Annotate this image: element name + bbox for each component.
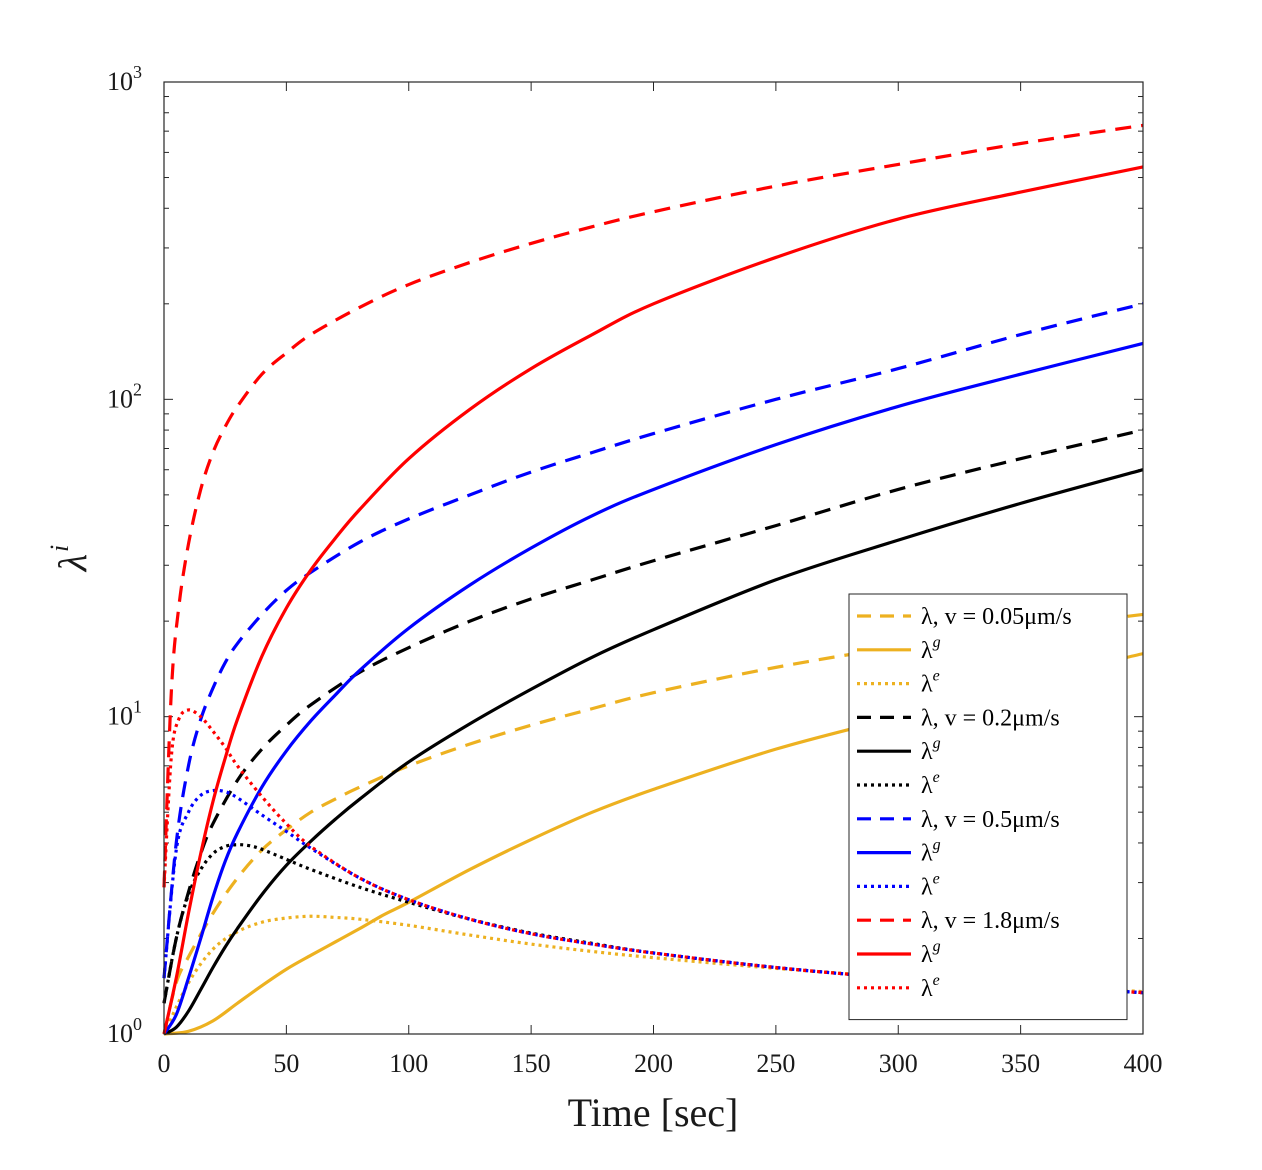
x-tick-label: 50 [273, 1049, 299, 1078]
x-tick-labels: 0 50 100 150 200 250 300 350 400 [158, 1049, 1163, 1078]
series-line-lame_005 [162, 914, 1144, 1035]
series-line-lame_18 [162, 708, 1144, 995]
legend-label-lame_05: λe [921, 870, 940, 900]
x-tick-label: 150 [512, 1049, 551, 1078]
series-line-lamg_18 [162, 165, 1144, 1035]
legend-label-lam_02: λ, v = 0.2μm/s [921, 705, 1060, 731]
y-tick-label: 103 [107, 62, 142, 96]
series-lines [162, 123, 1144, 1036]
y-tick-labels: 100 101 102 103 [107, 62, 142, 1048]
x-tick-label: 100 [389, 1049, 428, 1078]
y-axis-label-sup: i [45, 545, 74, 552]
y-tick-label: 102 [107, 379, 142, 413]
x-tick-label: 300 [879, 1049, 918, 1078]
legend-label-lamg_05: λg [921, 837, 941, 867]
legend-label-lamg_18: λg [921, 938, 941, 968]
x-tick-label: 350 [1001, 1049, 1040, 1078]
legend-label-lamg_02: λg [921, 735, 941, 765]
y-axis-label-group: λi [45, 545, 95, 573]
y-axis-label: λi [45, 545, 95, 573]
x-tick-label: 200 [634, 1049, 673, 1078]
series-line-lamg_02 [163, 468, 1144, 1036]
legend-box [848, 593, 1128, 1021]
x-tick-label: 250 [756, 1049, 795, 1078]
x-tick-label: 0 [158, 1049, 171, 1078]
legend-label-lamg_005: λg [921, 634, 941, 664]
legend-label-lame_02: λe [921, 769, 940, 799]
legend-label-lam_05: λ, v = 0.5μm/s [921, 807, 1060, 833]
plot-frame [163, 81, 1144, 1035]
y-tick-label: 101 [107, 697, 142, 731]
series-line-lam_05 [162, 302, 1144, 979]
legend-label-lam_18: λ, v = 1.8μm/s [921, 908, 1060, 934]
legend-label-lame_005: λe [921, 668, 940, 698]
legend-label-lam_005: λ, v = 0.05μm/s [921, 604, 1072, 630]
x-tick-label: 400 [1124, 1049, 1163, 1078]
y-axis-label-main: λ [50, 554, 95, 572]
series-line-lamg_05 [162, 341, 1144, 1035]
legend-label-lame_18: λe [921, 972, 940, 1002]
x-axis-label: Time [sec] [568, 1090, 739, 1135]
series-line-lame_05 [162, 788, 1144, 995]
series-line-lam_18 [162, 123, 1144, 888]
y-tick-label: 100 [107, 1014, 142, 1048]
